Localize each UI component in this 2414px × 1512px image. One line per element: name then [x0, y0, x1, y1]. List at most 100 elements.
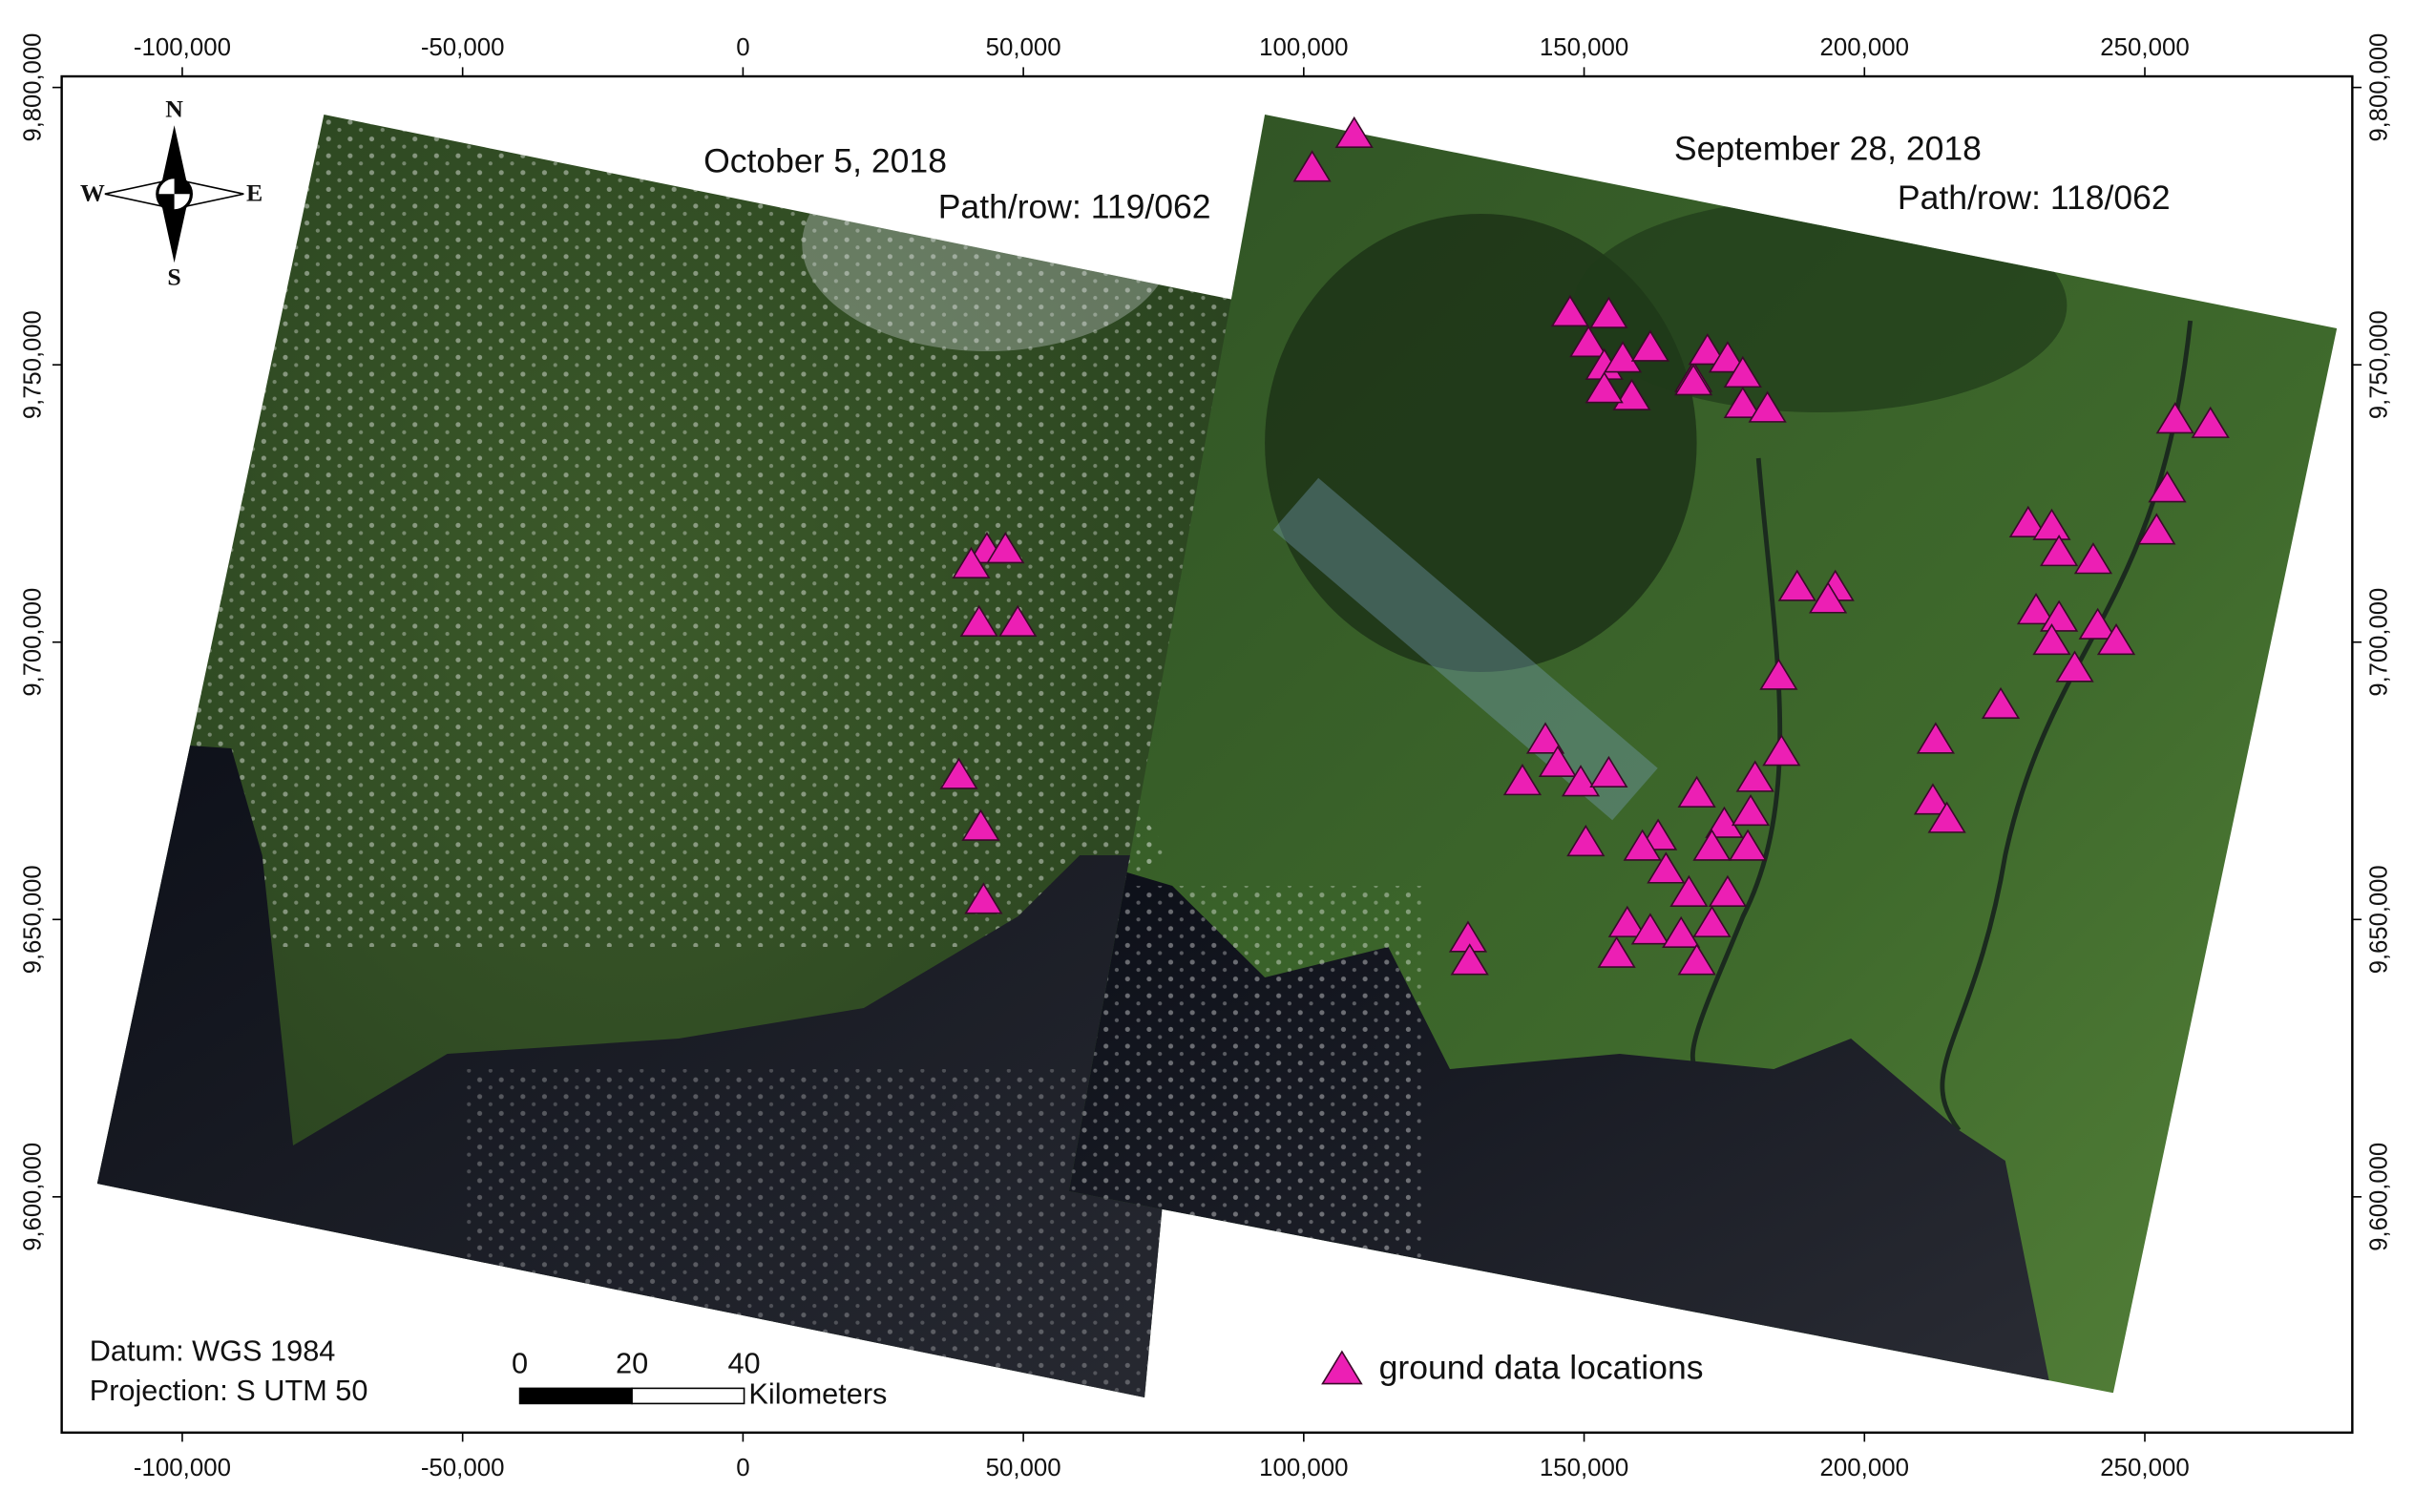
ground-point: [2078, 607, 2117, 640]
ground-point: [1708, 874, 1748, 907]
ground-point: [2096, 622, 2136, 656]
x-tick-label: -50,000: [421, 1455, 505, 1481]
ground-point: [1630, 913, 1669, 945]
x-tick-label: 250,000: [2100, 1455, 2189, 1481]
ground-point: [2040, 535, 2079, 567]
y-tick-label: 9,700,000: [2365, 588, 2392, 697]
compass-n: N: [165, 95, 183, 123]
scene-date: September 28, 2018: [1674, 131, 1982, 168]
ground-point: [1777, 569, 1816, 601]
y-tick-label: 9,650,000: [2365, 865, 2392, 974]
ground-point: [1729, 829, 1768, 861]
compass: N S E W: [80, 95, 262, 291]
ground-point: [1705, 806, 1744, 838]
y-tick-label: 9,750,000: [2365, 310, 2392, 419]
ground-point: [1913, 783, 1953, 815]
ground-point: [1585, 371, 1624, 404]
ground-point: [1450, 943, 1489, 976]
ground-point: [1597, 935, 1636, 968]
x-tick-label: -100,000: [134, 34, 231, 61]
scale-segment: [631, 1387, 745, 1405]
x-tick-label: 200,000: [1820, 1455, 1909, 1481]
x-tick-label: 100,000: [1259, 34, 1348, 61]
x-tick-label: 50,000: [986, 1455, 1061, 1481]
ground-point: [959, 604, 998, 637]
ground-point: [1669, 874, 1709, 907]
x-tick-label: 50,000: [986, 34, 1061, 61]
ground-point: [964, 882, 1003, 914]
datum: Datum: WGS 1984: [90, 1335, 336, 1368]
ground-point: [1688, 333, 1727, 366]
ground-point: [1927, 801, 1966, 833]
compass-s: S: [167, 263, 180, 291]
ground-point: [1759, 658, 1798, 690]
ground-point: [1647, 851, 1686, 884]
scale-tick-label: 0: [512, 1348, 528, 1380]
ground-point: [952, 546, 991, 578]
ground-point: [1607, 905, 1647, 937]
scale-segment: [518, 1387, 633, 1405]
ground-point: [1748, 390, 1787, 423]
ground-point: [1566, 824, 1606, 857]
ground-point: [1662, 915, 1701, 948]
ground-point: [2032, 508, 2071, 540]
scale-tick-label: 20: [616, 1348, 648, 1380]
scene-image-right: [1068, 115, 2338, 1394]
ground-point: [1334, 116, 1374, 149]
ground-point: [1502, 764, 1543, 796]
x-tick-label: 0: [736, 1455, 749, 1481]
scene-image-left: [96, 115, 1247, 1397]
ground-point: [1708, 341, 1748, 373]
x-tick-label: -50,000: [421, 34, 505, 61]
ground-point: [1604, 341, 1643, 373]
ground-point: [1916, 722, 1955, 754]
scene-path-row: Path/row: 119/062: [938, 189, 1211, 226]
ground-point: [1692, 829, 1732, 861]
x-tick-label: 200,000: [1820, 34, 1909, 61]
y-tick-label: 9,750,000: [19, 310, 46, 419]
ground-point: [1550, 294, 1589, 327]
ground-point: [1623, 829, 1662, 861]
ground-point: [1677, 775, 1716, 808]
x-tick-label: 0: [736, 34, 749, 61]
ground-point: [2155, 402, 2194, 434]
ground-point: [1569, 325, 1608, 358]
ground-point: [1677, 943, 1716, 976]
y-tick-label: 9,600,000: [19, 1143, 46, 1251]
ground-point: [2191, 406, 2230, 438]
ground-point: [998, 604, 1038, 637]
x-tick-label: 150,000: [1540, 34, 1628, 61]
y-tick-label: 9,700,000: [19, 588, 46, 697]
x-tick-label: 150,000: [1540, 1455, 1628, 1481]
ground-point: [1589, 755, 1628, 788]
ground-point: [1762, 734, 1801, 766]
ground-point: [1692, 905, 1732, 937]
legend-symbol: [1321, 1350, 1363, 1385]
scale-tick-label: 40: [727, 1348, 760, 1380]
ground-point: [2073, 542, 2113, 575]
compass-w: W: [80, 179, 105, 207]
x-tick-label: -100,000: [134, 1455, 231, 1481]
ground-point: [1809, 581, 1848, 614]
ground-point: [2016, 593, 2056, 625]
ground-point: [2008, 505, 2047, 537]
ground-point: [1538, 745, 1578, 777]
ground-point: [1630, 329, 1669, 362]
x-tick-label: 100,000: [1259, 1455, 1348, 1481]
x-tick-label: 250,000: [2100, 34, 2189, 61]
ground-point: [1561, 765, 1601, 797]
ground-point: [986, 532, 1025, 564]
y-tick-label: 9,800,000: [2365, 33, 2392, 142]
y-tick-label: 9,650,000: [19, 865, 46, 974]
ground-point: [1723, 386, 1762, 419]
ground-point: [1525, 722, 1565, 754]
ground-point: [1735, 760, 1774, 792]
ground-point: [1674, 364, 1713, 396]
ground-point: [2137, 513, 2176, 545]
projection: Projection: S UTM 50: [90, 1375, 368, 1407]
compass-e: E: [246, 179, 262, 207]
legend-label: ground data locations: [1379, 1350, 1704, 1387]
